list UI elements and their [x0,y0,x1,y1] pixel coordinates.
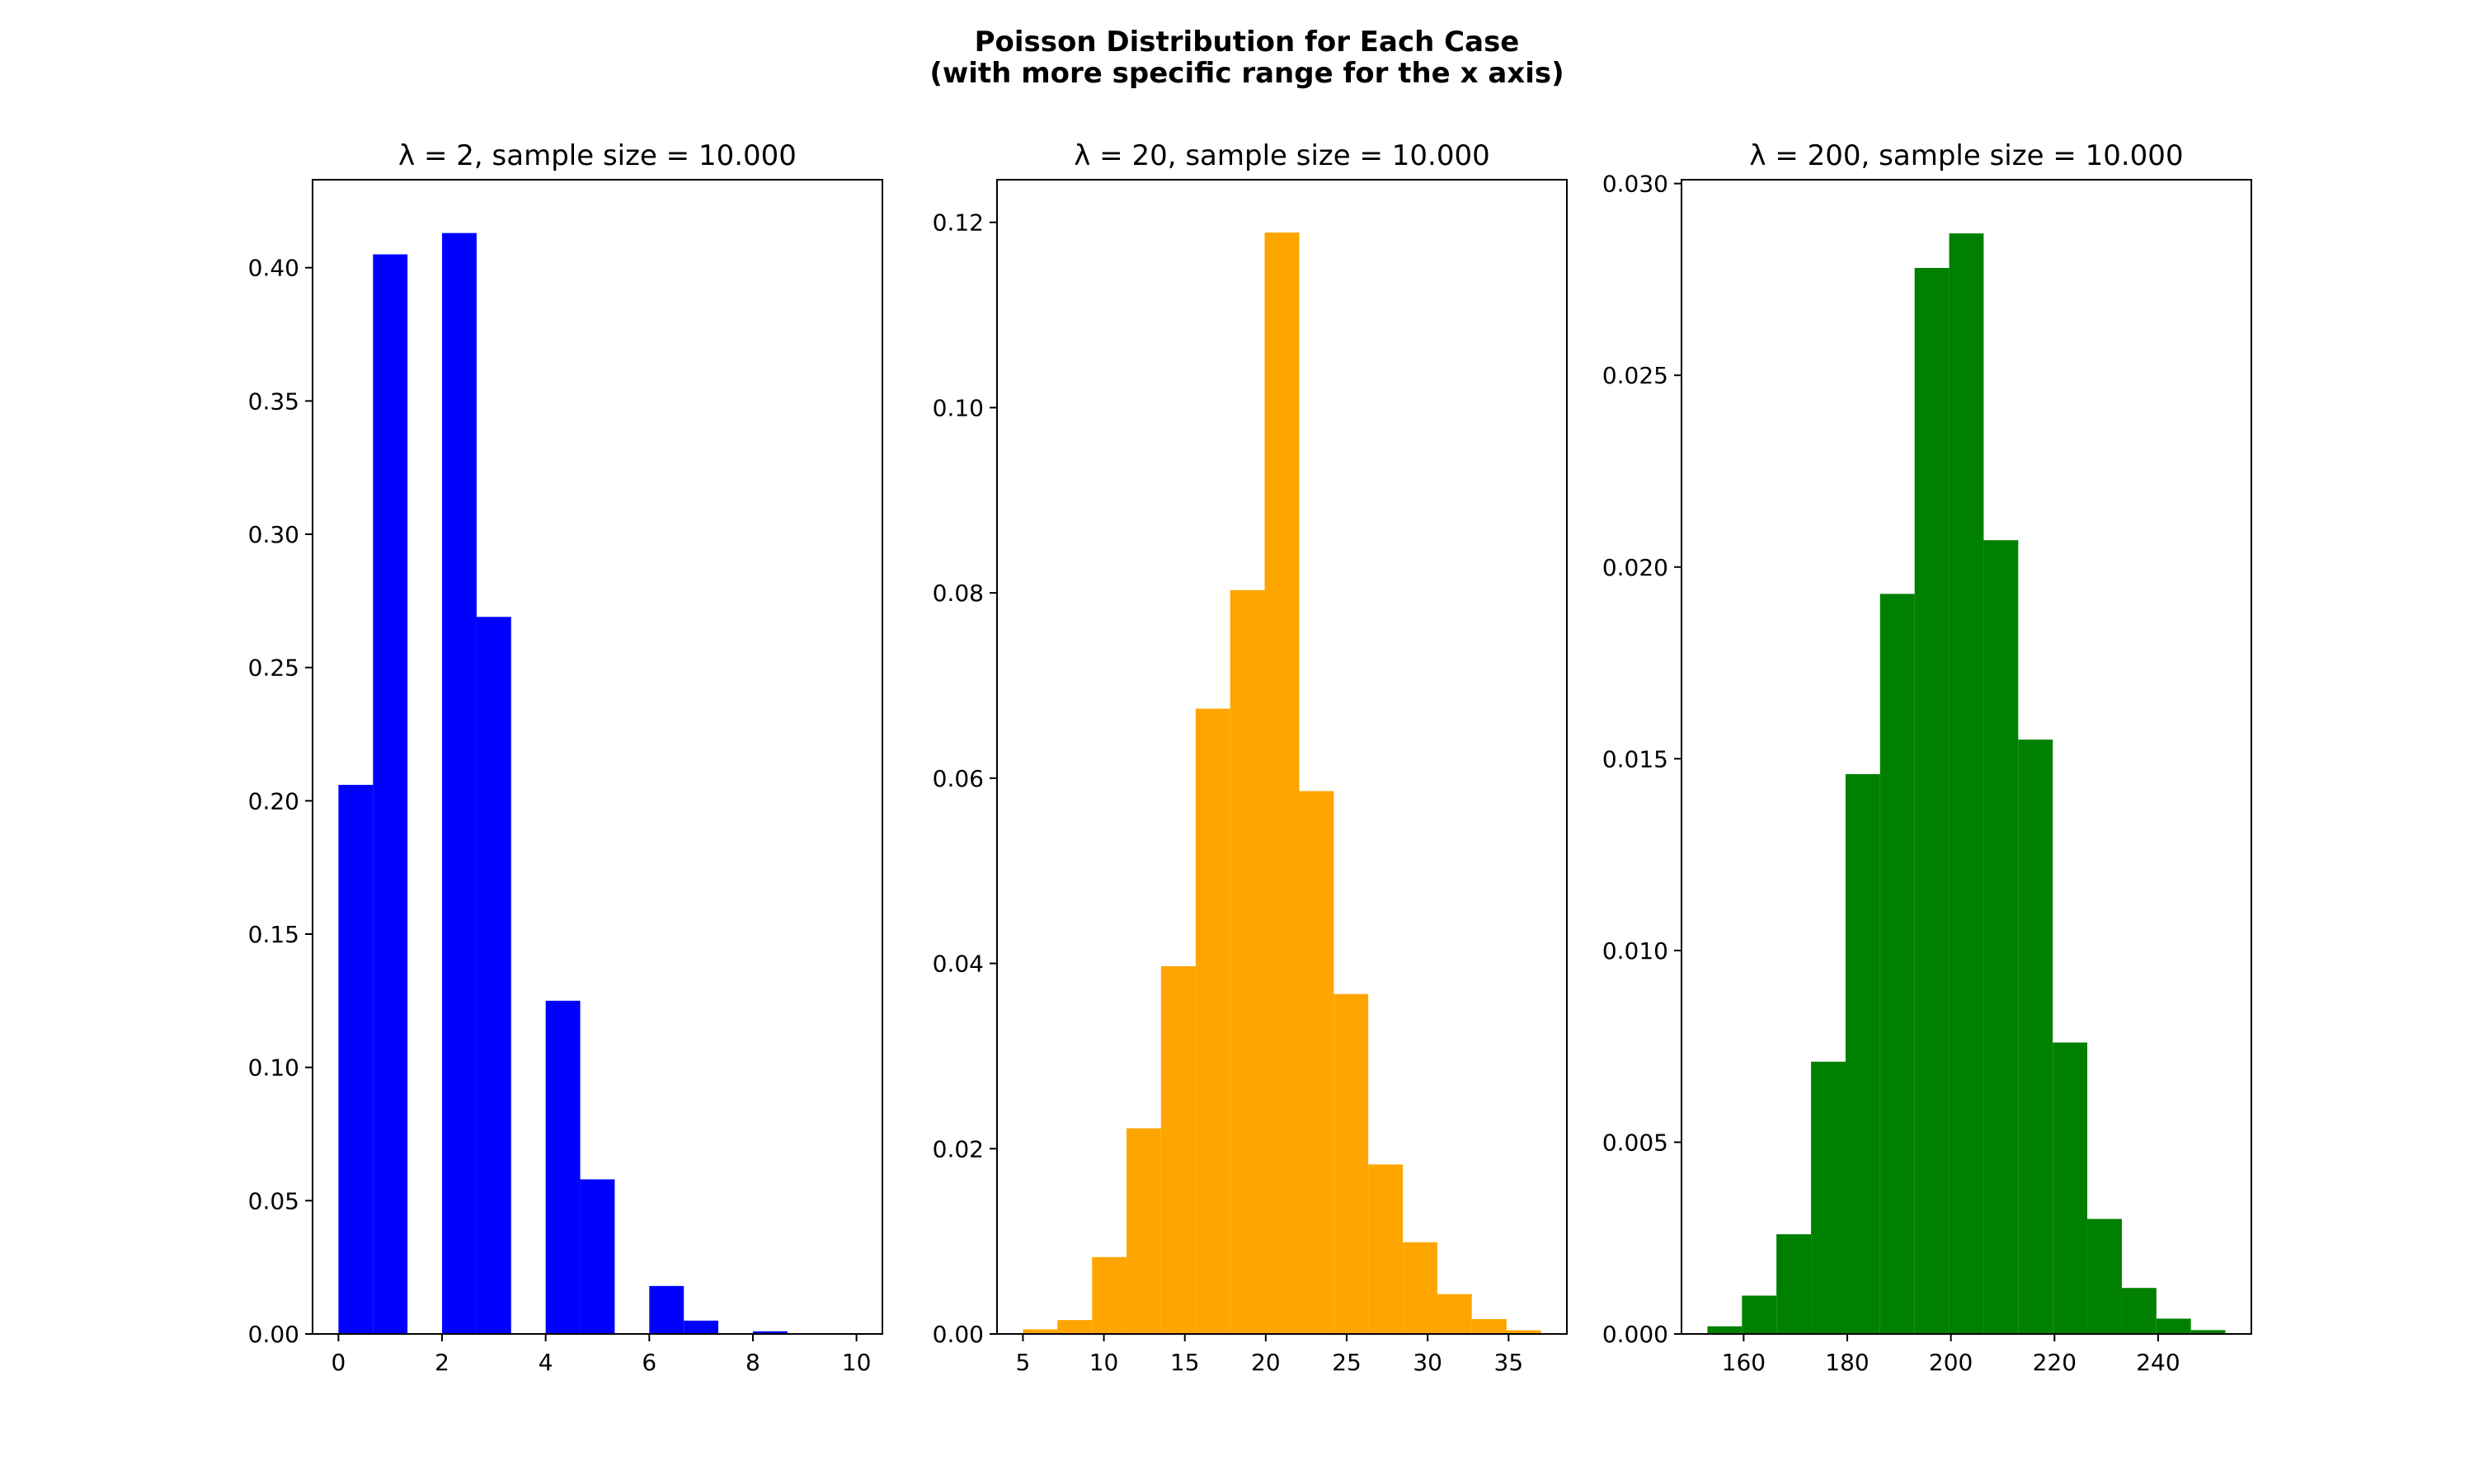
y-tick-label: 0.00 [933,1321,984,1348]
y-tick-label: 0.30 [248,521,299,548]
histogram-bar-12 [1403,1242,1437,1334]
subplot-2: 5 10 15 20 25 30 35 0.00 0.02 0.04 0.06 0.08 0.10 0.1… [933,139,1568,1376]
y-tick-label: 0.010 [1602,937,1668,965]
histogram-bar-4 [1811,1061,1846,1334]
y-tick-label: 0.015 [1602,745,1668,773]
y-tick-label: 0.000 [1602,1321,1668,1348]
y-tick-label: 0.06 [933,765,984,792]
subplot-3: 160 180 200 220 240 0.000 0.005 0.010 0.015 0.020… [1602,139,2252,1376]
y-tick-label: 0.02 [933,1135,984,1162]
x-tick-label: 30 [1413,1349,1442,1376]
x-tick-label: 240 [2136,1349,2180,1376]
histogram-bar-1 [1023,1329,1058,1334]
subplot-1: 0 2 4 6 8 10 0.00 0.05 0.10 0.15 0.20 0.25 0.30 0.35 0… [248,139,883,1376]
histogram-bar-13 [2121,1288,2157,1334]
histogram-bar-4 [442,232,477,1334]
x-tick-label: 10 [1089,1349,1119,1376]
histogram-bar-2 [1057,1320,1093,1334]
histogram-bar-10 [2018,740,2053,1334]
y-tick-label: 0.030 [1602,171,1668,198]
figure-title-line2: (with more specific range for the x axis… [929,57,1564,90]
x-tick-label: 200 [1929,1349,1973,1376]
x-tick-label: 5 [1015,1349,1030,1376]
histogram-bar-5 [476,617,511,1334]
y-tick-label: 0.12 [933,209,984,237]
y-tick-label: 0.025 [1602,362,1668,389]
axes-frame [1681,179,2252,1335]
y-tick-label: 0.15 [248,921,299,948]
y-tick-label: 0.020 [1602,554,1668,581]
histogram-bar-10 [649,1285,684,1334]
histogram-bar-2 [1742,1295,1777,1334]
x-tick-label: 15 [1170,1349,1200,1376]
histogram-bar-8 [1949,233,1984,1334]
histogram-bar-7 [1230,589,1265,1334]
histogram-bar-9 [1299,791,1334,1334]
subplot-title: λ = 200, sample size = 10.000 [1749,139,2183,172]
histogram-bar-10 [1333,993,1369,1334]
y-tick-label: 0.35 [248,387,299,415]
x-tick-label: 35 [1494,1349,1524,1376]
x-tick-label: 10 [842,1349,872,1376]
x-tick-label: 20 [1251,1349,1281,1376]
subplot-panels: 0 2 4 6 8 10 0.00 0.05 0.10 0.15 0.20 0.25 0.30 0.35 0… [248,139,2252,1376]
y-tick-label: 0.005 [1602,1129,1668,1156]
histogram-bar-13 [1437,1294,1472,1334]
histogram-bar-14 [2156,1318,2191,1334]
x-tick-label: 180 [1825,1349,1869,1376]
x-tick-label: 0 [331,1349,346,1376]
y-tick-label: 0.10 [248,1054,299,1082]
x-tick-label: 4 [539,1349,553,1376]
histogram-bar-9 [1983,540,2019,1334]
y-tick-label: 0.08 [933,580,984,607]
y-tick-label: 0.10 [933,394,984,421]
x-tick-label: 160 [1722,1349,1766,1376]
histogram-bar-13 [752,1331,788,1334]
y-tick-label: 0.20 [248,787,299,815]
histogram-bar-14 [1471,1319,1507,1334]
histogram-bar-8 [580,1179,615,1334]
histogram-bar-11 [1368,1164,1404,1334]
histogram-bar-6 [1195,708,1230,1334]
histogram-bar-5 [1160,965,1196,1334]
x-tick-label: 25 [1332,1349,1362,1376]
histogram-bar-7 [1914,267,1950,1335]
x-tick-label: 2 [435,1349,449,1376]
axes-frame [312,179,883,1335]
histogram-bar-6 [1879,594,1915,1334]
x-tick-label: 220 [2033,1349,2077,1376]
histogram-bar-15 [2190,1330,2226,1334]
y-tick-label: 0.04 [933,951,984,978]
y-tick-label: 0.05 [248,1187,299,1214]
histogram-bar-1 [1707,1326,1743,1334]
histogram-bar-1 [338,784,374,1334]
histogram-bar-11 [684,1320,719,1334]
histogram-bar-3 [1092,1256,1127,1334]
y-tick-label: 0.00 [248,1321,299,1348]
y-tick-label: 0.25 [248,655,299,682]
x-tick-label: 6 [642,1349,656,1376]
y-tick-label: 0.40 [248,255,299,282]
histogram-bar-7 [545,1000,581,1334]
histogram-bar-3 [1776,1234,1812,1334]
subplot-title: λ = 20, sample size = 10.000 [1074,139,1490,172]
axes-frame [996,179,1568,1335]
histogram-bar-12 [2087,1219,2122,1334]
histogram-bar-15 [1506,1330,1541,1334]
x-tick-label: 8 [745,1349,760,1376]
figure-title-line1: Poisson Distribution for Each Case [975,26,1520,59]
subplot-title: λ = 2, sample size = 10.000 [398,139,797,172]
histogram-bar-4 [1126,1128,1161,1334]
histogram-bar-5 [1845,773,1880,1334]
histogram-bar-11 [2053,1042,2088,1334]
histogram-bar-2 [373,254,408,1334]
histogram-bar-8 [1264,232,1300,1334]
